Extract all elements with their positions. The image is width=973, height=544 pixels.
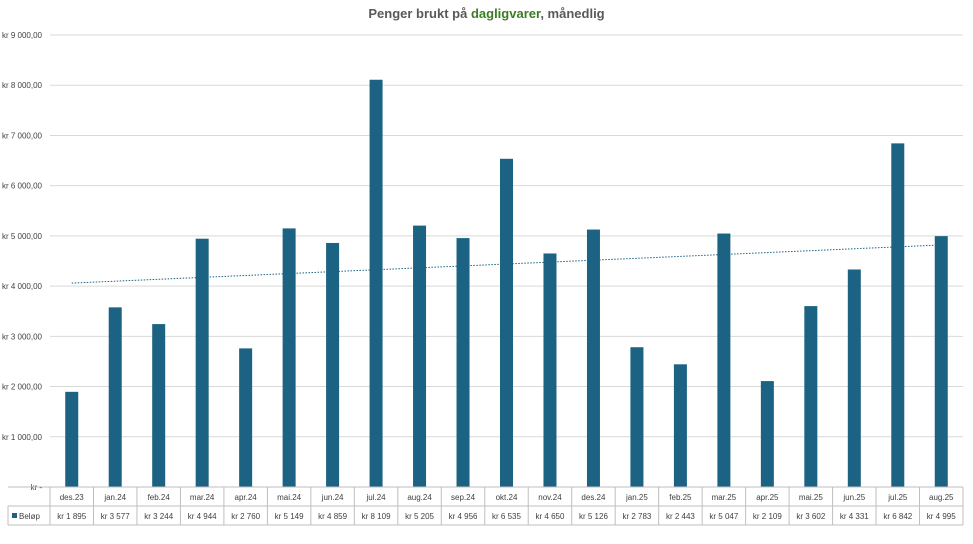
- x-tick-label: jul.24: [366, 493, 387, 502]
- data-table-value: kr 2 109: [753, 512, 782, 521]
- x-tick-label: feb.25: [669, 493, 692, 502]
- bar: [630, 347, 644, 487]
- bar: [195, 238, 209, 487]
- x-tick-label: jun.25: [842, 493, 865, 502]
- bar: [717, 233, 731, 487]
- x-tick-label: jan.24: [103, 493, 126, 502]
- data-table-value: kr 8 109: [362, 512, 391, 521]
- bar: [65, 391, 79, 487]
- legend-swatch: [12, 513, 17, 518]
- x-tick-label: sep.24: [451, 493, 476, 502]
- x-tick-label: apr.24: [235, 493, 258, 502]
- data-table-value: kr 3 577: [101, 512, 130, 521]
- bar: [282, 228, 296, 488]
- bar: [543, 253, 557, 487]
- data-table-value: kr 5 126: [579, 512, 608, 521]
- x-tick-label: jun.24: [321, 493, 344, 502]
- x-tick-label: nov.24: [538, 493, 562, 502]
- bar: [108, 307, 122, 487]
- x-tick-label: aug.25: [929, 493, 954, 502]
- data-table-value: kr 5 149: [275, 512, 304, 521]
- x-tick-label: jan.25: [625, 493, 648, 502]
- y-tick-label: kr 4 000,00: [2, 282, 43, 291]
- data-table-value: kr 5 205: [405, 512, 434, 521]
- x-tick-label: des.23: [60, 493, 85, 502]
- data-table-value: kr 3 244: [144, 512, 173, 521]
- x-tick-label: aug.24: [407, 493, 432, 502]
- y-tick-label: kr 3 000,00: [2, 332, 43, 341]
- bar: [369, 79, 383, 488]
- chart-title-suffix: , månedlig: [540, 6, 605, 21]
- bar: [934, 236, 948, 487]
- data-table-value: kr 4 859: [318, 512, 347, 521]
- bar: [804, 306, 818, 487]
- bar: [152, 324, 166, 487]
- data-table-value: kr 1 895: [57, 512, 86, 521]
- y-tick-label: kr 2 000,00: [2, 383, 43, 392]
- bar: [847, 269, 861, 487]
- bar: [673, 364, 687, 487]
- data-table-value: kr 4 956: [449, 512, 478, 521]
- x-tick-label: feb.24: [148, 493, 171, 502]
- y-tick-label: kr 5 000,00: [2, 232, 43, 241]
- data-table-value: kr 2 760: [231, 512, 260, 521]
- chart-title-highlight: dagligvarer: [470, 6, 541, 21]
- data-table-value: kr 2 783: [622, 512, 651, 521]
- y-tick-label: kr 1 000,00: [2, 433, 43, 442]
- bar: [413, 225, 427, 488]
- data-table-value: kr 2 443: [666, 512, 695, 521]
- chart-title: Penger brukt på dagligvarer, månedlig: [0, 6, 973, 21]
- y-tick-label: kr 8 000,00: [2, 81, 43, 90]
- bar: [760, 381, 774, 487]
- bar: [891, 143, 905, 487]
- data-table-value: kr 4 944: [188, 512, 217, 521]
- legend-label: Beløp: [19, 512, 40, 521]
- trendline: [71, 244, 942, 284]
- data-table-value: kr 5 047: [709, 512, 738, 521]
- y-tick-label: kr 7 000,00: [2, 131, 43, 140]
- bar: [586, 229, 600, 487]
- data-table-value: kr 4 995: [927, 512, 956, 521]
- y-tick-label: kr 9 000,00: [2, 31, 43, 40]
- x-tick-label: okt.24: [496, 493, 518, 502]
- data-table-value: kr 4 331: [840, 512, 869, 521]
- y-tick-label: kr 6 000,00: [2, 182, 43, 191]
- bar: [500, 158, 513, 487]
- x-tick-label: mai.25: [799, 493, 824, 502]
- data-table-value: kr 3 602: [796, 512, 825, 521]
- bar: [239, 348, 253, 487]
- x-tick-label: jul.25: [887, 493, 908, 502]
- data-table-value: kr 6 535: [492, 512, 521, 521]
- x-tick-label: mar.24: [190, 493, 215, 502]
- bar: [456, 238, 470, 487]
- chart-title-prefix: Penger brukt på: [368, 6, 471, 21]
- bar: [326, 242, 340, 487]
- x-tick-label: apr.25: [756, 493, 779, 502]
- data-table-value: kr 4 650: [536, 512, 565, 521]
- x-tick-label: des.24: [581, 493, 606, 502]
- x-tick-label: mai.24: [277, 493, 302, 502]
- x-tick-label: mar.25: [712, 493, 737, 502]
- data-table-value: kr 6 842: [883, 512, 912, 521]
